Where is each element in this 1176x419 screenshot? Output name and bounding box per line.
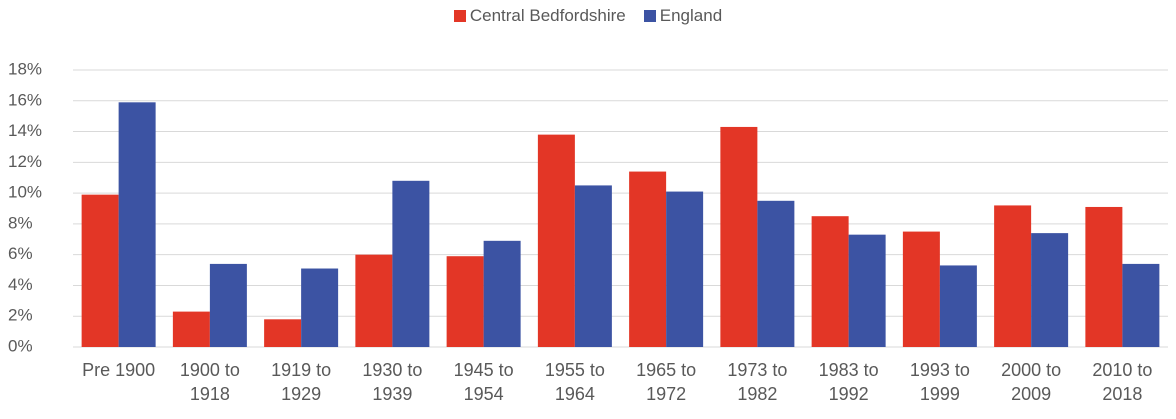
bar xyxy=(483,240,521,347)
bar xyxy=(1085,206,1123,347)
bar xyxy=(902,231,940,347)
bar xyxy=(666,191,704,347)
legend: Central Bedfordshire England xyxy=(0,6,1176,26)
y-tick-label: 0% xyxy=(8,336,33,355)
x-tick-label: Pre 1900 xyxy=(82,360,156,380)
y-tick-label: 10% xyxy=(8,183,42,202)
x-tick-label: 1973 to 1982 xyxy=(727,360,788,404)
legend-item: England xyxy=(643,6,723,26)
bar xyxy=(1031,233,1069,347)
x-tick-label: 1993 to 1999 xyxy=(909,360,970,404)
bar xyxy=(629,171,667,347)
x-tick-label: 2010 to 2018 xyxy=(1092,360,1153,404)
x-tick-label: 1945 to 1954 xyxy=(453,360,514,404)
legend-label: Central Bedfordshire xyxy=(469,6,626,25)
y-tick-label: 2% xyxy=(8,306,33,325)
y-tick-label: 18% xyxy=(8,59,42,78)
legend-swatch xyxy=(643,10,656,22)
x-tick-label: 1919 to 1929 xyxy=(271,360,332,404)
legend-label: England xyxy=(659,6,723,25)
bar xyxy=(1122,263,1160,347)
legend-item: Central Bedfordshire xyxy=(453,6,626,26)
bar xyxy=(537,134,575,347)
bar xyxy=(301,268,339,347)
x-tick-label: 1955 to 1964 xyxy=(544,360,605,404)
bar xyxy=(264,319,302,347)
bar xyxy=(720,126,758,347)
y-tick-label: 4% xyxy=(8,275,33,294)
bar xyxy=(994,205,1032,347)
y-tick-label: 12% xyxy=(8,152,42,171)
bar xyxy=(811,216,849,347)
bar xyxy=(446,256,484,347)
x-tick-label: 1900 to 1918 xyxy=(179,360,240,404)
bar xyxy=(848,234,886,347)
legend-swatch xyxy=(453,10,466,22)
y-tick-label: 16% xyxy=(8,90,42,109)
bar xyxy=(209,263,247,347)
bar xyxy=(172,311,210,347)
x-tick-label: 2000 to 2009 xyxy=(1001,360,1062,404)
bar xyxy=(81,194,119,347)
x-tick-label: 1930 to 1939 xyxy=(362,360,423,404)
bar xyxy=(574,185,612,347)
x-tick-label: 1983 to 1992 xyxy=(818,360,879,404)
bar xyxy=(939,265,977,347)
x-tick-label: 1965 to 1972 xyxy=(636,360,697,404)
y-tick-label: 6% xyxy=(8,244,33,263)
bar xyxy=(118,102,156,347)
y-tick-label: 8% xyxy=(8,213,33,232)
y-tick-label: 14% xyxy=(8,121,42,140)
bar xyxy=(392,180,430,347)
bar xyxy=(355,254,393,347)
bar xyxy=(757,200,795,347)
